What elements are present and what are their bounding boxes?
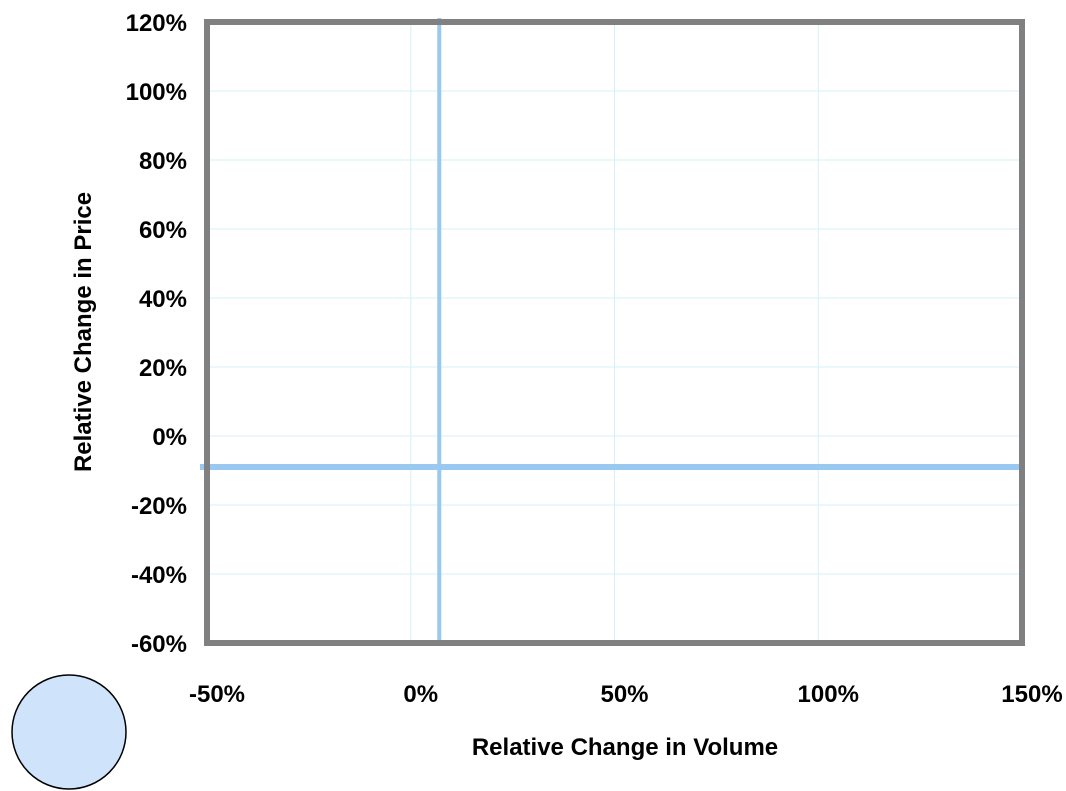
y-tick-label: 120% (126, 10, 187, 37)
reference-lines (200, 18, 1023, 644)
x-tick-label: 0% (403, 681, 438, 708)
y-tick-label: 0% (152, 424, 187, 451)
x-axis-title: Relative Change in Volume (472, 734, 778, 761)
y-tick-label: -40% (131, 562, 187, 589)
y-tick-label: 80% (139, 148, 187, 175)
y-axis-title: Relative Change in Price (70, 192, 97, 472)
legend-marker (11, 674, 127, 790)
y-tick-label: 20% (139, 355, 187, 382)
y-tick-label: 100% (126, 79, 187, 106)
plot-frame (204, 19, 1025, 646)
y-tick-label: 60% (139, 217, 187, 244)
y-tick-label: -60% (131, 631, 187, 658)
x-tick-label: 100% (798, 681, 859, 708)
x-tick-label: 50% (600, 681, 648, 708)
y-axis-ticks: -60% -40% -20% 0% 20% 40% 60% 80% 100% 120% (126, 10, 187, 658)
x-tick-label: -50% (189, 681, 245, 708)
x-axis-ticks: -50% 0% 50% 100% 150% (189, 681, 1063, 708)
y-tick-label: -20% (131, 493, 187, 520)
grid-lines (207, 22, 1022, 643)
y-tick-label: 40% (139, 286, 187, 313)
x-tick-label: 150% (1001, 681, 1062, 708)
